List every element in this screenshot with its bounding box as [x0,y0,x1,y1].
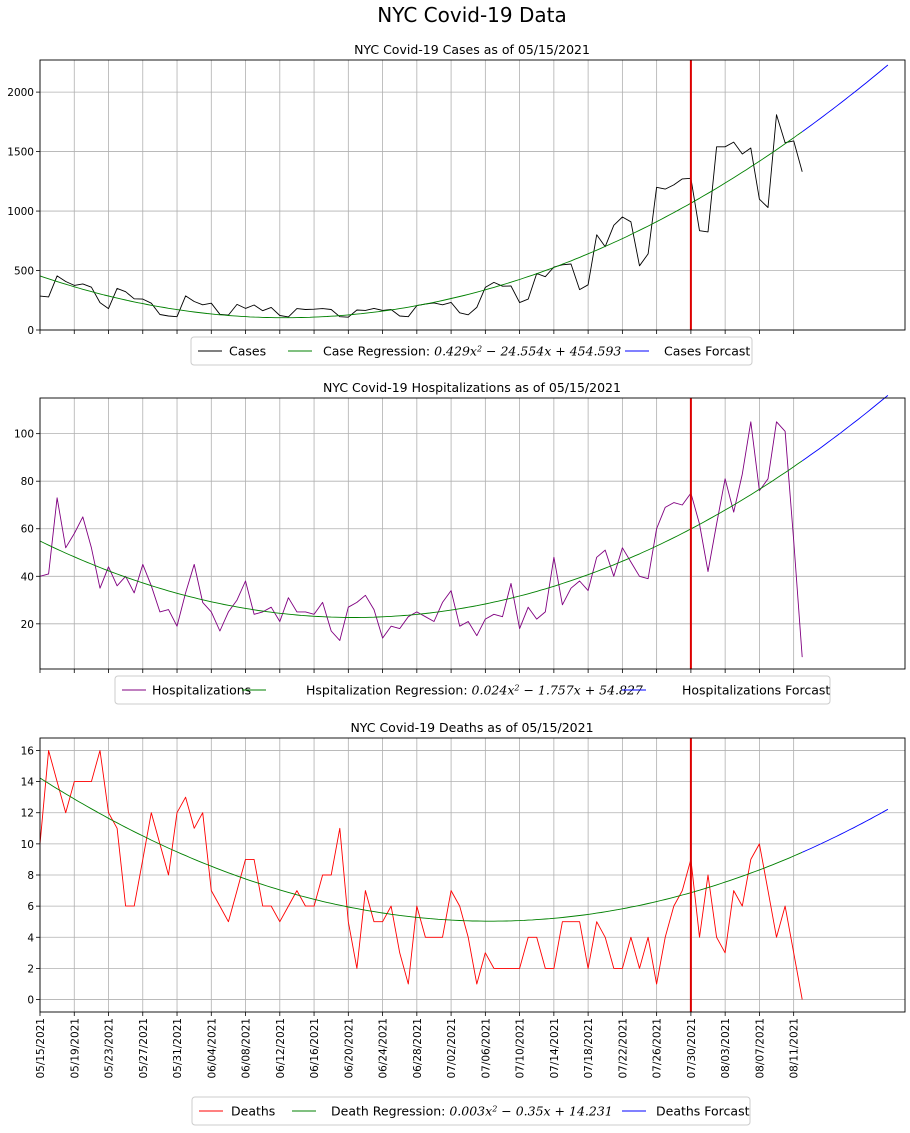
hospitalizations-y-tick-label: 40 [21,571,34,583]
deaths-x-tick-label: 07/22/2021 [617,1018,629,1079]
deaths-chart-title: NYC Covid-19 Deaths as of 05/15/2021 [350,720,593,735]
deaths-data-line [39,750,803,1000]
cases-legend-box [190,336,753,366]
deaths-x-tick-label: 07/02/2021 [446,1018,458,1079]
deaths-y-tick-label: 14 [21,777,35,789]
deaths-y-tick-label: 12 [21,808,34,820]
deaths-x-tick-label: 08/11/2021 [789,1018,801,1079]
cases-legend: Cases Case Regression: 0.429x2 − 24.554x … [190,336,753,366]
deaths-legend-box [191,1096,751,1126]
deaths-x-tick-label: 06/08/2021 [241,1018,253,1079]
hospitalizations-y-tick-label: 100 [14,429,34,441]
deaths-axes-frame [39,737,906,1013]
hospitalizations-regression-line [39,460,803,618]
cases-legend-label: Case Regression: 0.429x2 − 24.554x + 454… [323,344,621,359]
cases-y-tick-label: 1000 [7,206,34,218]
deaths-y-tick-label: 0 [27,995,34,1007]
deaths-x-tick-label: 05/27/2021 [138,1018,150,1079]
deaths-x-tick-label: 07/30/2021 [686,1018,698,1079]
hospitalizations-legend-label: Hspitalization Regression: 0.024x2 − 1.7… [306,683,643,698]
deaths-x-tick-label: 08/07/2021 [754,1018,766,1079]
deaths-forecast-line [802,808,889,853]
deaths-y-tick-label: 10 [21,839,34,851]
cases-y-tick-label: 500 [14,266,34,278]
deaths-legend-label: Death Regression: 0.003x2 − 0.35x + 14.2… [331,1104,613,1119]
deaths-x-tick-label: 07/18/2021 [583,1018,595,1079]
deaths-legend-label: Deaths [231,1104,275,1119]
deaths-x-tick-label: 07/26/2021 [652,1018,664,1079]
cases-chart-title: NYC Covid-19 Cases as of 05/15/2021 [354,42,590,57]
deaths-y-tick-label: 4 [27,932,34,944]
hospitalizations-chart-panel: NYC Covid-19 Hospitalizations as of 05/1… [14,380,906,705]
cases-legend-label: Cases [229,344,266,359]
hospitalizations-legend: Hospitalizations Hspitalization Regressio… [114,675,831,705]
cases-forecast-line [801,64,889,133]
hospitalizations-y-tick-label: 80 [21,476,34,488]
deaths-x-tick-label: 07/14/2021 [549,1018,561,1079]
hospitalizations-axes-frame [39,397,906,670]
deaths-x-tick-label: 05/15/2021 [35,1018,47,1079]
cases-legend-label: Cases Forcast [664,344,750,359]
deaths-y-tick-label: 6 [27,901,34,913]
hospitalizations-legend-label: Hospitalizations [152,683,251,698]
deaths-x-tick-label: 06/04/2021 [206,1018,218,1079]
cases-plot-area [40,60,905,330]
cases-regression-line [39,131,803,319]
deaths-x-tick-label: 08/03/2021 [720,1018,732,1079]
deaths-x-tick-label: 05/23/2021 [104,1018,116,1079]
hospitalizations-y-tick-label: 60 [21,524,34,536]
deaths-x-tick-label: 06/12/2021 [275,1018,287,1079]
deaths-x-tick-label: 05/31/2021 [172,1018,184,1079]
deaths-x-tick-label: 07/06/2021 [480,1018,492,1079]
deaths-x-tick-label: 06/16/2021 [309,1018,321,1079]
deaths-legend-label: Deaths Forcast [656,1104,750,1119]
deaths-x-tick-label: 07/10/2021 [515,1018,527,1079]
deaths-legend: Deaths Death Regression: 0.003x2 − 0.35x … [191,1096,751,1126]
deaths-regression-line [39,777,803,922]
deaths-y-tick-label: 2 [27,963,34,975]
deaths-x-tick-label: 05/19/2021 [69,1018,81,1079]
cases-chart-panel: NYC Covid-19 Cases as of 05/15/2021 0 500… [7,42,906,366]
figure-suptitle: NYC Covid-19 Data [377,3,566,27]
deaths-y-tick-label: 16 [21,745,35,757]
hospitalizations-legend-label: Hospitalizations Forcast [682,683,830,698]
cases-y-tick-label: 0 [27,325,34,337]
hospitalizations-y-tick-label: 20 [21,619,34,631]
deaths-chart-panel: NYC Covid-19 Deaths as of 05/15/2021 0 2 4… [21,720,906,1126]
hospitalizations-legend-box [114,675,831,705]
deaths-x-tick-label: 06/20/2021 [343,1018,355,1079]
cases-y-tick-label: 1500 [7,147,34,159]
hospitalizations-chart-title: NYC Covid-19 Hospitalizations as of 05/1… [323,380,621,395]
hospitalizations-forecast-line [801,395,889,462]
deaths-y-tick-label: 8 [27,870,34,882]
deaths-x-tick-label: 06/28/2021 [412,1018,424,1079]
cases-y-tick-label: 2000 [7,87,34,99]
cases-axes-frame [39,59,906,331]
deaths-x-tick-label: 06/24/2021 [378,1018,390,1079]
